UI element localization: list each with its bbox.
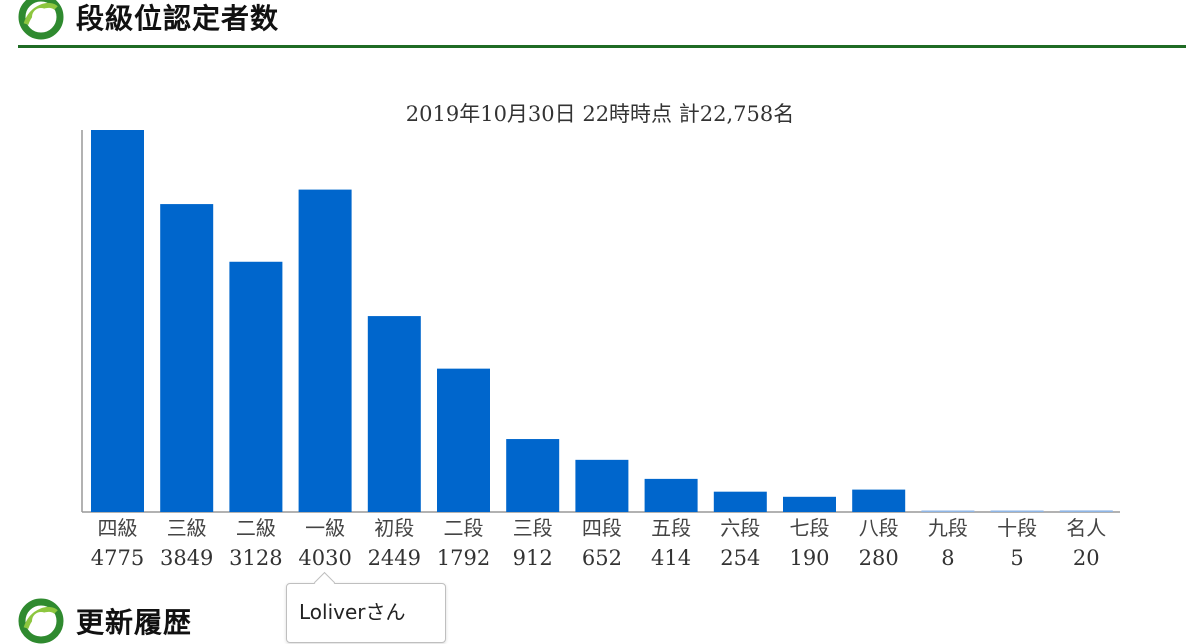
bar-一級[interactable]	[298, 189, 352, 512]
bar-名人[interactable]	[1059, 510, 1113, 512]
green-leaf-ring-icon	[18, 0, 64, 40]
bar-value-label: 912	[513, 546, 553, 570]
bar-value-label: 652	[582, 546, 622, 570]
x-tick-label: 四級	[98, 516, 138, 540]
bar-五段[interactable]	[644, 478, 698, 512]
bar-六段[interactable]	[713, 491, 767, 512]
bar-四段[interactable]	[575, 459, 629, 512]
x-tick-label: 名人	[1066, 516, 1106, 540]
bar-三級[interactable]	[160, 204, 214, 512]
bar-三段[interactable]	[506, 439, 560, 512]
x-tick-label: 初段	[374, 516, 414, 540]
x-tick-label: 五段	[651, 516, 691, 540]
bar-value-label: 5	[1010, 546, 1023, 570]
bar-value-label: 8	[941, 546, 954, 570]
header-divider	[18, 45, 1186, 48]
bar-value-label: 4030	[298, 546, 351, 570]
x-tick-label: 七段	[790, 516, 830, 540]
bar-group	[91, 130, 1113, 512]
section-header-ranks: 段級位認定者数	[18, 0, 279, 40]
bar-value-label: 190	[789, 546, 829, 570]
bar-value-label: 254	[720, 546, 760, 570]
x-tick-label: 四段	[582, 516, 622, 540]
bar-初段[interactable]	[367, 316, 421, 512]
bar-value-label: 3128	[229, 546, 282, 570]
x-tick-label: 六段	[720, 516, 760, 540]
label-group: 四級 4775 三級 3849 二級 3128 一級 4030 初段 2449 二段 1792 三段 91…	[91, 516, 1107, 570]
x-tick-label: 二段	[444, 516, 484, 540]
bar-八段[interactable]	[852, 489, 906, 512]
x-tick-label: 三段	[513, 516, 553, 540]
green-leaf-ring-icon	[18, 598, 64, 644]
bar-二段[interactable]	[437, 368, 490, 512]
page-title: 段級位認定者数	[76, 2, 280, 35]
bar-七段[interactable]	[783, 496, 836, 512]
x-tick-label: 八段	[859, 516, 899, 540]
bar-value-label: 414	[651, 546, 691, 570]
x-tick-label: 三級	[167, 516, 207, 540]
bar-value-label: 2449	[368, 546, 421, 570]
bar-value-label: 20	[1073, 546, 1100, 570]
bar-二級[interactable]	[229, 261, 283, 512]
bar-四級[interactable]	[91, 130, 144, 512]
tooltip: Loliverさん	[286, 583, 446, 643]
bar-十段[interactable]	[990, 510, 1044, 513]
history-section-title: 更新履歴	[76, 606, 193, 639]
bar-value-label: 280	[859, 546, 899, 570]
bar-九段[interactable]	[921, 510, 975, 513]
x-tick-label: 一級	[305, 516, 345, 540]
tooltip-text: Loliverさん	[299, 600, 406, 624]
rank-count-chart: 2019年10月30日 22時時点 計22,758名 四級 4775 三級 3849 二…	[81, 102, 1120, 570]
bar-value-label: 3849	[160, 546, 213, 570]
x-tick-label: 九段	[928, 516, 968, 540]
bar-value-label: 4775	[91, 546, 144, 570]
section-header-history: 更新履歴	[18, 598, 192, 644]
bar-value-label: 1792	[437, 546, 490, 570]
x-tick-label: 二級	[236, 516, 276, 540]
x-tick-label: 十段	[997, 516, 1037, 540]
chart-title: 2019年10月30日 22時時点 計22,758名	[406, 102, 794, 126]
